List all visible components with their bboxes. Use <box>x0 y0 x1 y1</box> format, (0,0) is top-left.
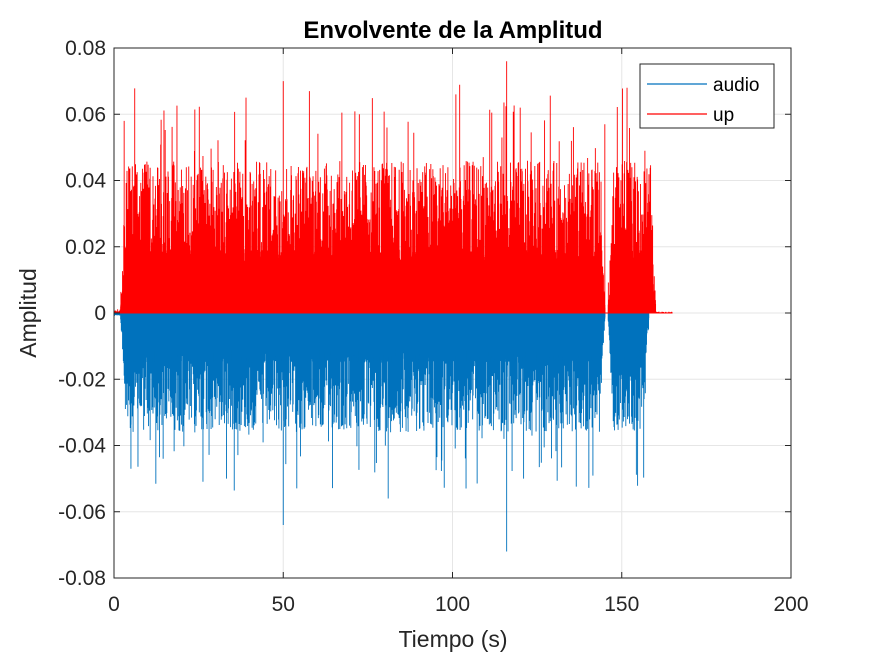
legend-label-up: up <box>713 105 734 126</box>
legend-label-audio: audio <box>713 75 760 96</box>
y-tick-label: 0.06 <box>65 103 106 126</box>
y-tick-label: 0.08 <box>65 37 106 60</box>
y-tick-label: -0.08 <box>58 567 106 590</box>
y-tick-label: 0.04 <box>65 170 106 193</box>
y-tick-label: -0.06 <box>58 501 106 524</box>
series-audio-core <box>120 313 650 363</box>
x-axis-label: Tiempo (s) <box>398 626 507 652</box>
chart-title: Envolvente de la Amplitud <box>303 17 602 44</box>
y-tick-label: 0 <box>94 302 106 325</box>
x-tick-label: 150 <box>604 593 639 616</box>
y-tick-label: 0.02 <box>65 236 106 259</box>
y-axis-label: Amplitud <box>15 268 41 357</box>
x-tick-label: 100 <box>435 593 470 616</box>
x-tick-label: 50 <box>272 593 295 616</box>
y-tick-label: -0.04 <box>58 435 106 458</box>
legend[interactable]: audio up <box>639 63 775 129</box>
x-tick-label: 200 <box>773 593 808 616</box>
y-tick-label: -0.02 <box>58 368 106 391</box>
x-tick-labels: 0 50 100 150 200 <box>108 593 808 616</box>
x-tick-label: 0 <box>108 593 120 616</box>
legend-box <box>639 63 775 129</box>
series-up-core <box>120 249 657 313</box>
axis-ticks <box>113 47 792 579</box>
y-tick-labels: 0.08 0.06 0.04 0.02 0 -0.02 -0.04 -0.06 -0.08 <box>58 37 106 590</box>
